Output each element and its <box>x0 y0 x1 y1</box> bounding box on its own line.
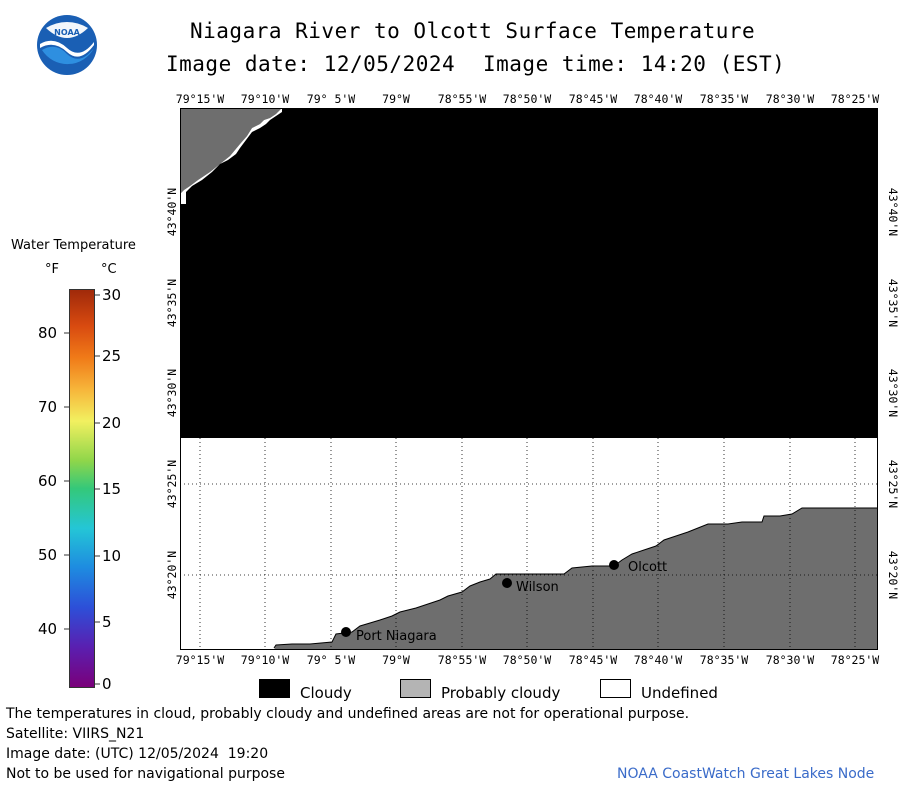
lon-label: 78°45'W <box>568 92 618 106</box>
navigation-warning: Not to be used for navigational purpose <box>6 766 285 782</box>
satellite-info: Satellite: VIIRS_N21 <box>6 726 145 742</box>
city-label-olcott: Olcott <box>628 560 668 575</box>
lon-label: 78°45'W <box>568 653 618 667</box>
c-tick: 30 <box>102 286 122 304</box>
lon-label: 78°30'W <box>765 653 815 667</box>
legend-swatch-undefined <box>600 679 631 698</box>
scale-title: Water Temperature <box>11 238 136 253</box>
c-tick: 25 <box>102 347 122 365</box>
page-title: Niagara River to Olcott Surface Temperat… <box>190 19 756 43</box>
lat-label: 43°35'N <box>886 278 900 328</box>
city-marker-olcott <box>609 560 619 570</box>
lon-label: 78°35'W <box>699 653 749 667</box>
city-marker-port-niagara <box>341 627 351 637</box>
lat-label: 43°20'N <box>886 550 900 600</box>
c-tick: 5 <box>102 613 112 631</box>
lon-label: 78°50'W <box>502 92 552 106</box>
coastline <box>273 505 878 647</box>
f-tick: 70 <box>38 398 58 416</box>
lon-label: 79°10'W <box>240 92 290 106</box>
legend-swatch-cloudy <box>259 679 290 698</box>
legend-swatch-probably-cloudy <box>400 679 431 698</box>
lat-label: 43°25'N <box>165 459 179 509</box>
lat-label: 43°25'N <box>886 459 900 509</box>
gridlines <box>180 438 878 650</box>
lon-label: 79° 5'W <box>306 92 356 106</box>
operational-note: The temperatures in cloud, probably clou… <box>6 706 690 722</box>
lon-label: 78°55'W <box>437 92 487 106</box>
lon-label: 78°25'W <box>830 653 880 667</box>
lon-label: 78°50'W <box>502 653 552 667</box>
scale-unit-f: °F <box>45 262 59 277</box>
lon-label: 78°40'W <box>633 653 683 667</box>
f-tick: 50 <box>38 546 58 564</box>
lat-label: 43°30'N <box>886 368 900 418</box>
undefined-wedge-top-left <box>180 108 282 204</box>
c-tick: 20 <box>102 414 122 432</box>
city-marker-wilson <box>502 578 512 588</box>
cloudy-area <box>180 108 878 438</box>
lat-label: 43°40'N <box>886 187 900 237</box>
legend-label-undefined: Undefined <box>641 684 718 702</box>
lon-label: 78°40'W <box>633 92 683 106</box>
land-south-shore <box>274 508 878 650</box>
map-canvas <box>180 108 878 650</box>
city-label-port-niagara: Port Niagara <box>356 629 437 644</box>
lat-label: 43°35'N <box>165 278 179 328</box>
c-tick: 0 <box>102 675 112 693</box>
c-tick: 15 <box>102 480 122 498</box>
lon-label: 79°10'W <box>240 653 290 667</box>
c-tick: 10 <box>102 547 122 565</box>
lon-label: 79°15'W <box>175 92 225 106</box>
credit-link[interactable]: NOAA CoastWatch Great Lakes Node <box>617 766 875 782</box>
lon-label: 78°30'W <box>765 92 815 106</box>
temperature-colorbar <box>69 289 95 688</box>
legend-label-cloudy: Cloudy <box>300 684 352 702</box>
image-date: Image date: 12/05/2024 <box>166 52 456 76</box>
lon-label: 78°55'W <box>437 653 487 667</box>
city-label-wilson: Wilson <box>516 580 559 595</box>
lon-label: 79°W <box>382 653 410 667</box>
f-tick: 60 <box>38 472 58 490</box>
scale-unit-c: °C <box>101 262 117 277</box>
lat-label: 43°20'N <box>165 550 179 600</box>
land-top-left <box>180 108 282 194</box>
lon-label: 79°15'W <box>175 653 225 667</box>
svg-text:NOAA: NOAA <box>54 28 80 37</box>
lon-label: 78°25'W <box>830 92 880 106</box>
legend-label-probably-cloudy: Probably cloudy <box>441 684 561 702</box>
f-tick: 40 <box>38 620 58 638</box>
lon-label: 78°35'W <box>699 92 749 106</box>
lat-label: 43°40'N <box>165 187 179 237</box>
lon-label: 79°W <box>382 92 410 106</box>
lat-label: 43°30'N <box>165 368 179 418</box>
lon-label: 79° 5'W <box>306 653 356 667</box>
utc-date: Image date: (UTC) 12/05/2024 19:20 <box>6 746 269 762</box>
noaa-logo: NOAA <box>36 14 98 76</box>
image-time: Image time: 14:20 (EST) <box>483 52 786 76</box>
f-tick: 80 <box>38 324 58 342</box>
